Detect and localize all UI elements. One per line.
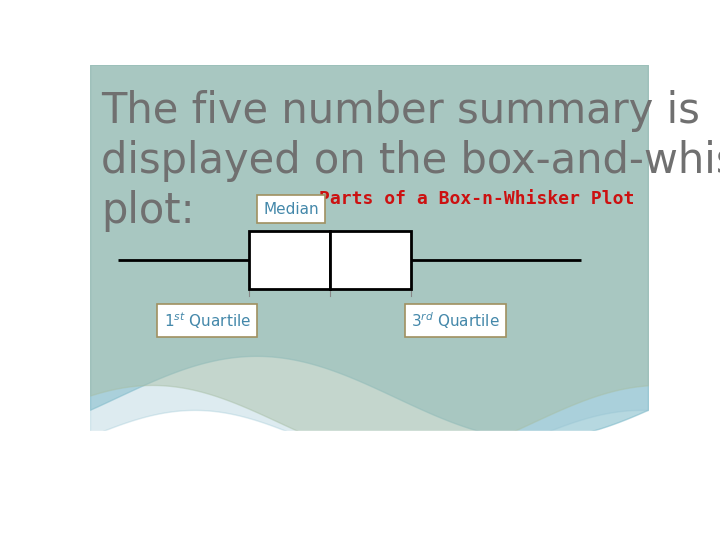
Bar: [330, 231, 411, 289]
Text: 1$^{st}$ Quartile: 1$^{st}$ Quartile: [163, 310, 251, 331]
Text: 3$^{rd}$ Quartile: 3$^{rd}$ Quartile: [411, 310, 500, 331]
Bar: [249, 231, 330, 289]
Text: Parts of a Box-n-Whisker Plot: Parts of a Box-n-Whisker Plot: [319, 190, 634, 207]
Text: Median: Median: [263, 201, 319, 217]
Text: The five number summary is
displayed on the box-and-whisker
plot:: The five number summary is displayed on …: [101, 90, 720, 232]
